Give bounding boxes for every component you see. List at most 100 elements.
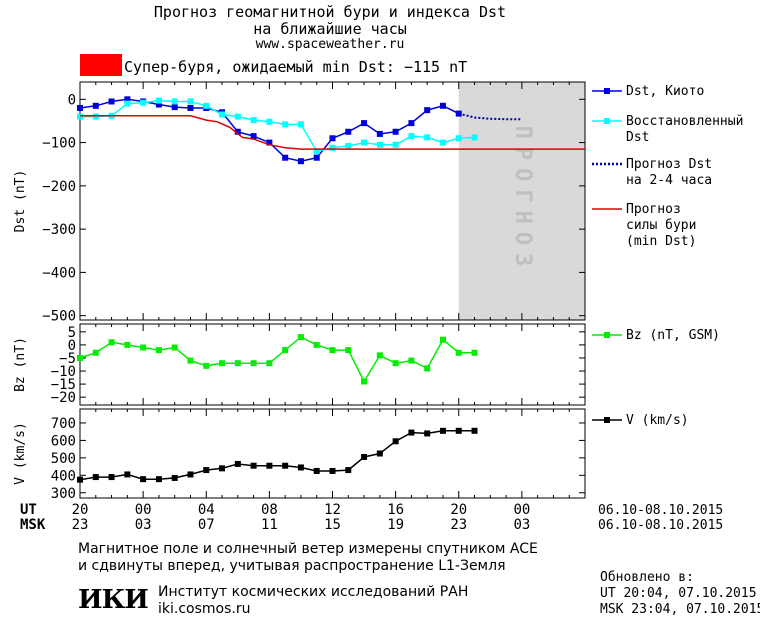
msk-date-range: 06.10-08.10.2015 xyxy=(598,518,723,533)
panel-frame xyxy=(79,408,586,499)
data-point xyxy=(361,139,368,146)
data-point xyxy=(392,128,399,135)
data-point xyxy=(187,357,194,364)
data-point xyxy=(297,334,304,341)
y-axis-title: Bz (nT) xyxy=(13,337,28,392)
data-point xyxy=(408,429,415,436)
data-point xyxy=(250,117,257,124)
data-point xyxy=(171,474,178,481)
msk-axis-label: MSK xyxy=(20,517,46,533)
data-point xyxy=(155,97,162,104)
data-point xyxy=(392,438,399,445)
data-point xyxy=(471,427,478,434)
data-point xyxy=(439,427,446,434)
series-line xyxy=(79,336,475,384)
data-point xyxy=(155,476,162,483)
msk-tick-label: 15 xyxy=(324,517,341,533)
data-point xyxy=(155,347,162,354)
ut-tick-label: 04 xyxy=(198,502,215,518)
msk-tick-label: 03 xyxy=(513,517,530,533)
msk-tick-label: 19 xyxy=(387,517,404,533)
data-point xyxy=(92,102,99,109)
ut-tick-label: 20 xyxy=(450,502,467,518)
data-point xyxy=(329,347,336,354)
data-point xyxy=(455,135,462,142)
y-tick-label: 5 xyxy=(68,325,76,341)
data-point xyxy=(455,427,462,434)
y-tick-label: 600 xyxy=(51,433,76,449)
data-point xyxy=(345,347,352,354)
data-point xyxy=(187,471,194,478)
institute-name: Институт космических исследований РАН xyxy=(158,584,469,600)
data-point xyxy=(313,467,320,474)
legend-bz-swatch-marker xyxy=(604,332,610,338)
forecast-band xyxy=(458,82,585,320)
legend-v-swatch-marker xyxy=(604,417,610,423)
updated-ut: UT 20:04, 07.10.2015 xyxy=(600,586,757,601)
data-point xyxy=(329,467,336,474)
ut-tick-label: 08 xyxy=(261,502,278,518)
y-tick-label: −300 xyxy=(42,222,76,238)
data-point xyxy=(266,118,273,125)
data-point xyxy=(408,120,415,127)
msk-tick-label: 07 xyxy=(198,517,215,533)
data-point xyxy=(313,148,320,155)
data-point xyxy=(124,341,131,348)
institute-site[interactable]: iki.cosmos.ru xyxy=(158,601,251,617)
y-tick-label: 500 xyxy=(51,451,76,467)
dst-panel: ПРОГНОЗ 0 −100 −200 −300 −400 −500 Dst (nT) xyxy=(13,81,586,325)
updated-label: Обновлено в: xyxy=(600,570,694,585)
legend-storm-label: Прогноз xyxy=(626,202,681,217)
bz-panel: 50−5−10−15−20 Bz (nT) xyxy=(13,323,586,406)
data-point xyxy=(455,349,462,356)
data-point xyxy=(282,154,289,161)
legend-dst-swatch-marker xyxy=(604,88,610,94)
data-point xyxy=(392,360,399,367)
data-point xyxy=(455,110,462,117)
data-point xyxy=(408,357,415,364)
chart-subtitle: на ближайшие часы xyxy=(253,20,407,38)
data-point xyxy=(297,121,304,128)
data-point xyxy=(250,462,257,469)
data-point xyxy=(92,349,99,356)
series-line xyxy=(80,99,475,153)
data-point xyxy=(329,135,336,142)
data-point xyxy=(92,474,99,481)
data-point xyxy=(361,378,368,385)
data-point xyxy=(424,134,431,141)
storm-color-swatch xyxy=(80,54,122,76)
satellite-note-line1: Магнитное поле и солнечный ветер измерен… xyxy=(78,541,538,557)
data-point xyxy=(171,344,178,351)
data-point xyxy=(250,133,257,140)
y-tick-label: −20 xyxy=(51,390,76,406)
data-point xyxy=(108,339,115,346)
data-point xyxy=(219,465,226,472)
data-point xyxy=(376,450,383,457)
data-point xyxy=(361,120,368,127)
iki-logo: ИКИ xyxy=(78,585,149,615)
data-point xyxy=(282,347,289,354)
data-point xyxy=(140,99,147,106)
series-line xyxy=(458,112,522,121)
data-point xyxy=(424,107,431,114)
data-point xyxy=(124,96,131,103)
data-point xyxy=(171,104,178,111)
ut-tick-label: 12 xyxy=(324,502,341,518)
data-point xyxy=(124,100,131,107)
ut-tick-label: 00 xyxy=(513,502,530,518)
series-line xyxy=(80,115,585,150)
ut-tick-label: 00 xyxy=(135,502,152,518)
data-point xyxy=(219,360,226,367)
data-point xyxy=(282,121,289,128)
data-point xyxy=(424,430,431,437)
msk-tick-label: 23 xyxy=(72,517,89,533)
data-point xyxy=(392,141,399,148)
site-url[interactable]: www.spaceweather.ru xyxy=(255,37,405,52)
ut-axis-label: UT xyxy=(20,502,37,518)
legend-forecast-label-2: на 2-4 часа xyxy=(626,173,712,188)
msk-tick-label: 23 xyxy=(450,517,467,533)
data-point xyxy=(77,476,83,483)
data-point xyxy=(203,362,210,369)
data-point xyxy=(439,336,446,343)
